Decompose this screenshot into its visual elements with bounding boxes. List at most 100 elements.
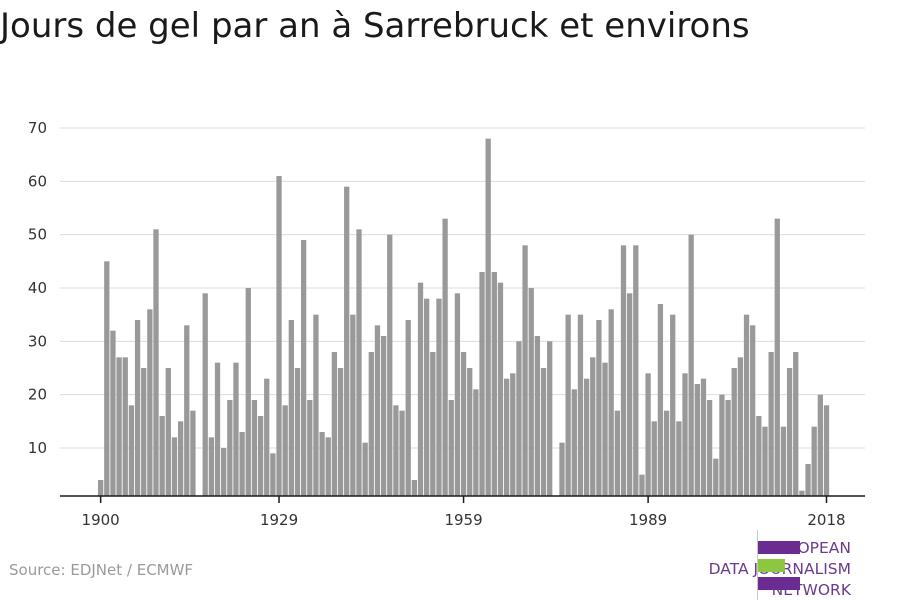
y-tick-label: 40	[28, 279, 47, 297]
bar-1902	[110, 330, 116, 496]
bar-1911	[165, 368, 171, 496]
bar-1931	[288, 320, 294, 496]
bar-2017	[817, 394, 823, 496]
bar-1981	[596, 320, 602, 496]
bar-2006	[750, 325, 756, 496]
bar-1980	[590, 357, 596, 496]
bar-1962	[479, 272, 485, 496]
bar-2005	[743, 314, 750, 496]
bar-1923	[239, 432, 245, 496]
bar-1950	[405, 320, 411, 496]
bar-2002	[725, 400, 731, 496]
bar-1940	[344, 186, 350, 497]
x-axis-ticks: 1900 1929 1959 1989 2018	[82, 496, 846, 529]
bar-1937	[325, 437, 331, 496]
bar-1985	[620, 245, 627, 496]
bar-1951	[411, 480, 417, 496]
bar-1983	[608, 309, 614, 496]
bar-1996	[688, 234, 694, 497]
bar-1995	[682, 373, 688, 496]
bar-1909	[153, 229, 159, 496]
bar-2007	[756, 416, 762, 496]
bar-1947	[387, 234, 393, 497]
bar-1910	[159, 416, 165, 496]
bar-1982	[602, 362, 608, 496]
bar-1998	[700, 378, 707, 496]
bar-2000	[713, 458, 719, 496]
edjnet-logo: EUROPEAN DATA JOURNALISM NETWORK	[600, 530, 900, 600]
bar-1915	[190, 410, 196, 496]
bar-1964	[491, 272, 497, 496]
bar-1934	[307, 400, 313, 496]
bar-1925	[251, 400, 258, 496]
bar-2001	[719, 394, 725, 496]
y-tick-label: 60	[28, 172, 47, 190]
bar-1914	[184, 325, 190, 496]
bar-2016	[811, 426, 817, 496]
bar-1978	[577, 314, 584, 496]
bar-1944	[368, 352, 374, 496]
bar-1952	[417, 282, 424, 496]
bar-1927	[264, 378, 270, 496]
bar-1906	[134, 320, 141, 496]
bar-1946	[380, 336, 387, 496]
bar-1968	[516, 341, 522, 496]
bar-1918	[208, 437, 215, 496]
bar-1917	[202, 293, 208, 496]
bar-1936	[319, 432, 325, 496]
bar-1932	[294, 368, 301, 496]
bar-1997	[694, 384, 700, 496]
y-tick-label: 70	[28, 119, 47, 137]
bar-2004	[737, 357, 744, 496]
bar-1933	[300, 240, 307, 496]
x-tick-label: 1929	[260, 511, 298, 529]
bar-1926	[257, 416, 264, 496]
bar-1942	[356, 229, 362, 496]
bar-1957	[448, 400, 454, 496]
bar-1989	[645, 373, 651, 496]
bar-1972	[540, 368, 547, 496]
y-tick-label: 30	[28, 332, 47, 350]
bar-1922	[233, 362, 239, 496]
bar-1905	[128, 405, 135, 496]
logo-bar-purple-top	[758, 541, 800, 554]
source-note: Source: EDJNet / ECMWF	[9, 561, 194, 579]
bar-1987	[633, 245, 639, 496]
bar-1984	[614, 410, 620, 496]
bar-1979	[583, 378, 590, 496]
bar-1938	[331, 352, 338, 496]
bar-1919	[214, 362, 221, 496]
bar-1920	[221, 448, 227, 496]
bar-1986	[627, 293, 633, 496]
bar-1992	[663, 410, 670, 496]
bar-1921	[227, 400, 233, 496]
x-tick-label: 2018	[807, 511, 845, 529]
bar-1948	[393, 405, 399, 496]
bar-1959	[460, 352, 467, 496]
bar-1907	[141, 368, 147, 496]
bar-1904	[122, 357, 128, 496]
bar-1970	[528, 288, 534, 496]
logo-bar-purple-bottom	[758, 577, 800, 590]
bar-1965	[497, 282, 504, 496]
bars	[98, 138, 830, 497]
y-tick-label: 20	[28, 386, 47, 404]
bar-1991	[657, 304, 664, 496]
bar-1901	[104, 261, 110, 496]
y-tick-label: 50	[28, 226, 47, 244]
bar-2009	[768, 352, 774, 496]
y-tick-label: 10	[28, 439, 47, 457]
bar-1994	[676, 421, 682, 496]
bar-1977	[571, 389, 577, 496]
bar-1961	[473, 389, 479, 496]
bar-2011	[780, 426, 787, 496]
chart-title: Jours de gel par an à Sarrebruck et envi…	[0, 6, 750, 46]
bar-1903	[116, 357, 122, 496]
bar-1928	[270, 453, 276, 496]
bar-1958	[454, 293, 461, 496]
bar-1954	[430, 352, 436, 496]
logo-bar-green	[758, 559, 785, 572]
bar-1953	[424, 298, 430, 496]
x-tick-label: 1900	[82, 511, 120, 529]
